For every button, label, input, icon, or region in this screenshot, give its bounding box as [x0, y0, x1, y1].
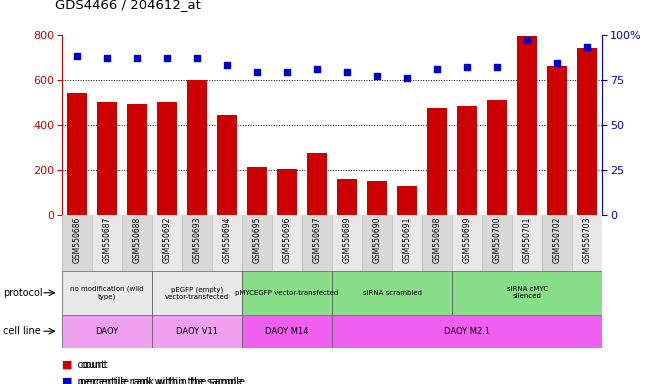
Bar	[122, 215, 152, 271]
Bar	[277, 169, 297, 215]
Bar	[127, 104, 146, 215]
Text: ■: ■	[62, 360, 72, 370]
Bar	[427, 108, 447, 215]
Text: GSM550698: GSM550698	[432, 217, 441, 263]
Text: GSM550695: GSM550695	[253, 217, 262, 263]
Text: GSM550703: GSM550703	[583, 217, 592, 263]
Bar	[332, 315, 602, 348]
Bar	[458, 106, 477, 215]
Text: ■: ■	[62, 377, 72, 384]
Bar	[217, 115, 237, 215]
Text: GSM550688: GSM550688	[132, 217, 141, 263]
Bar	[452, 271, 602, 315]
Bar	[397, 186, 417, 215]
Bar	[362, 215, 392, 271]
Bar	[157, 102, 176, 215]
Bar	[62, 315, 152, 348]
Text: GSM550689: GSM550689	[342, 217, 352, 263]
Text: GSM550692: GSM550692	[162, 217, 171, 263]
Text: GSM550690: GSM550690	[372, 217, 381, 263]
Bar	[242, 215, 272, 271]
Text: GSM550700: GSM550700	[493, 217, 502, 263]
Text: GSM550694: GSM550694	[223, 217, 232, 263]
Bar	[152, 271, 242, 315]
Point	[282, 70, 292, 76]
Point	[132, 55, 142, 61]
Bar	[182, 215, 212, 271]
Bar	[302, 215, 332, 271]
Text: ■  count: ■ count	[62, 360, 105, 370]
Text: no modification (wild
type): no modification (wild type)	[70, 286, 144, 300]
Text: DAOY: DAOY	[95, 327, 118, 336]
Bar	[392, 215, 422, 271]
Point	[522, 37, 533, 43]
Text: pEGFP (empty)
vector-transfected: pEGFP (empty) vector-transfected	[165, 286, 229, 300]
Bar	[92, 215, 122, 271]
Text: pMYCEGFP vector-transfected: pMYCEGFP vector-transfected	[236, 290, 339, 296]
Point	[372, 73, 382, 79]
Point	[402, 75, 412, 81]
Text: ■  percentile rank within the sample: ■ percentile rank within the sample	[62, 377, 242, 384]
Bar	[482, 215, 512, 271]
Bar	[332, 215, 362, 271]
Text: protocol: protocol	[3, 288, 43, 298]
Bar	[62, 215, 92, 271]
Bar	[452, 215, 482, 271]
Point	[432, 66, 442, 72]
Point	[72, 53, 82, 59]
Bar	[152, 215, 182, 271]
Point	[552, 60, 562, 66]
Text: percentile rank within the sample: percentile rank within the sample	[80, 377, 245, 384]
Text: GSM550702: GSM550702	[553, 217, 562, 263]
Bar	[212, 215, 242, 271]
Bar	[512, 215, 542, 271]
Text: cell line: cell line	[3, 326, 41, 336]
Bar	[152, 315, 242, 348]
Bar	[577, 48, 597, 215]
Text: DAOY M2.1: DAOY M2.1	[444, 327, 490, 336]
Bar	[542, 215, 572, 271]
Text: GSM550696: GSM550696	[283, 217, 292, 263]
Point	[191, 55, 202, 61]
Text: GSM550701: GSM550701	[523, 217, 532, 263]
Bar	[488, 100, 507, 215]
Text: GSM550697: GSM550697	[312, 217, 322, 263]
Bar	[97, 102, 117, 215]
Bar	[242, 271, 332, 315]
Text: GSM550693: GSM550693	[193, 217, 201, 263]
Point	[252, 70, 262, 76]
Text: count: count	[80, 360, 107, 370]
Point	[342, 70, 352, 76]
Bar	[307, 153, 327, 215]
Text: DAOY M14: DAOY M14	[265, 327, 309, 336]
Bar	[272, 215, 302, 271]
Bar	[67, 93, 87, 215]
Text: GSM550699: GSM550699	[463, 217, 471, 263]
Text: GSM550687: GSM550687	[102, 217, 111, 263]
Text: GDS4466 / 204612_at: GDS4466 / 204612_at	[55, 0, 201, 12]
Point	[102, 55, 112, 61]
Point	[492, 64, 503, 70]
Bar	[332, 271, 452, 315]
Bar	[422, 215, 452, 271]
Text: GSM550691: GSM550691	[402, 217, 411, 263]
Point	[462, 64, 473, 70]
Text: siRNA scrambled: siRNA scrambled	[363, 290, 422, 296]
Point	[582, 44, 592, 50]
Point	[161, 55, 172, 61]
Bar	[367, 181, 387, 215]
Bar	[242, 315, 332, 348]
Bar	[518, 36, 537, 215]
Bar	[337, 179, 357, 215]
Bar	[62, 271, 152, 315]
Text: siRNA cMYC
silenced: siRNA cMYC silenced	[506, 286, 547, 299]
Bar	[547, 66, 567, 215]
Point	[222, 62, 232, 68]
Text: DAOY V11: DAOY V11	[176, 327, 218, 336]
Text: GSM550686: GSM550686	[72, 217, 81, 263]
Bar	[187, 80, 206, 215]
Point	[312, 66, 322, 72]
Bar	[247, 167, 267, 215]
Bar	[572, 215, 602, 271]
